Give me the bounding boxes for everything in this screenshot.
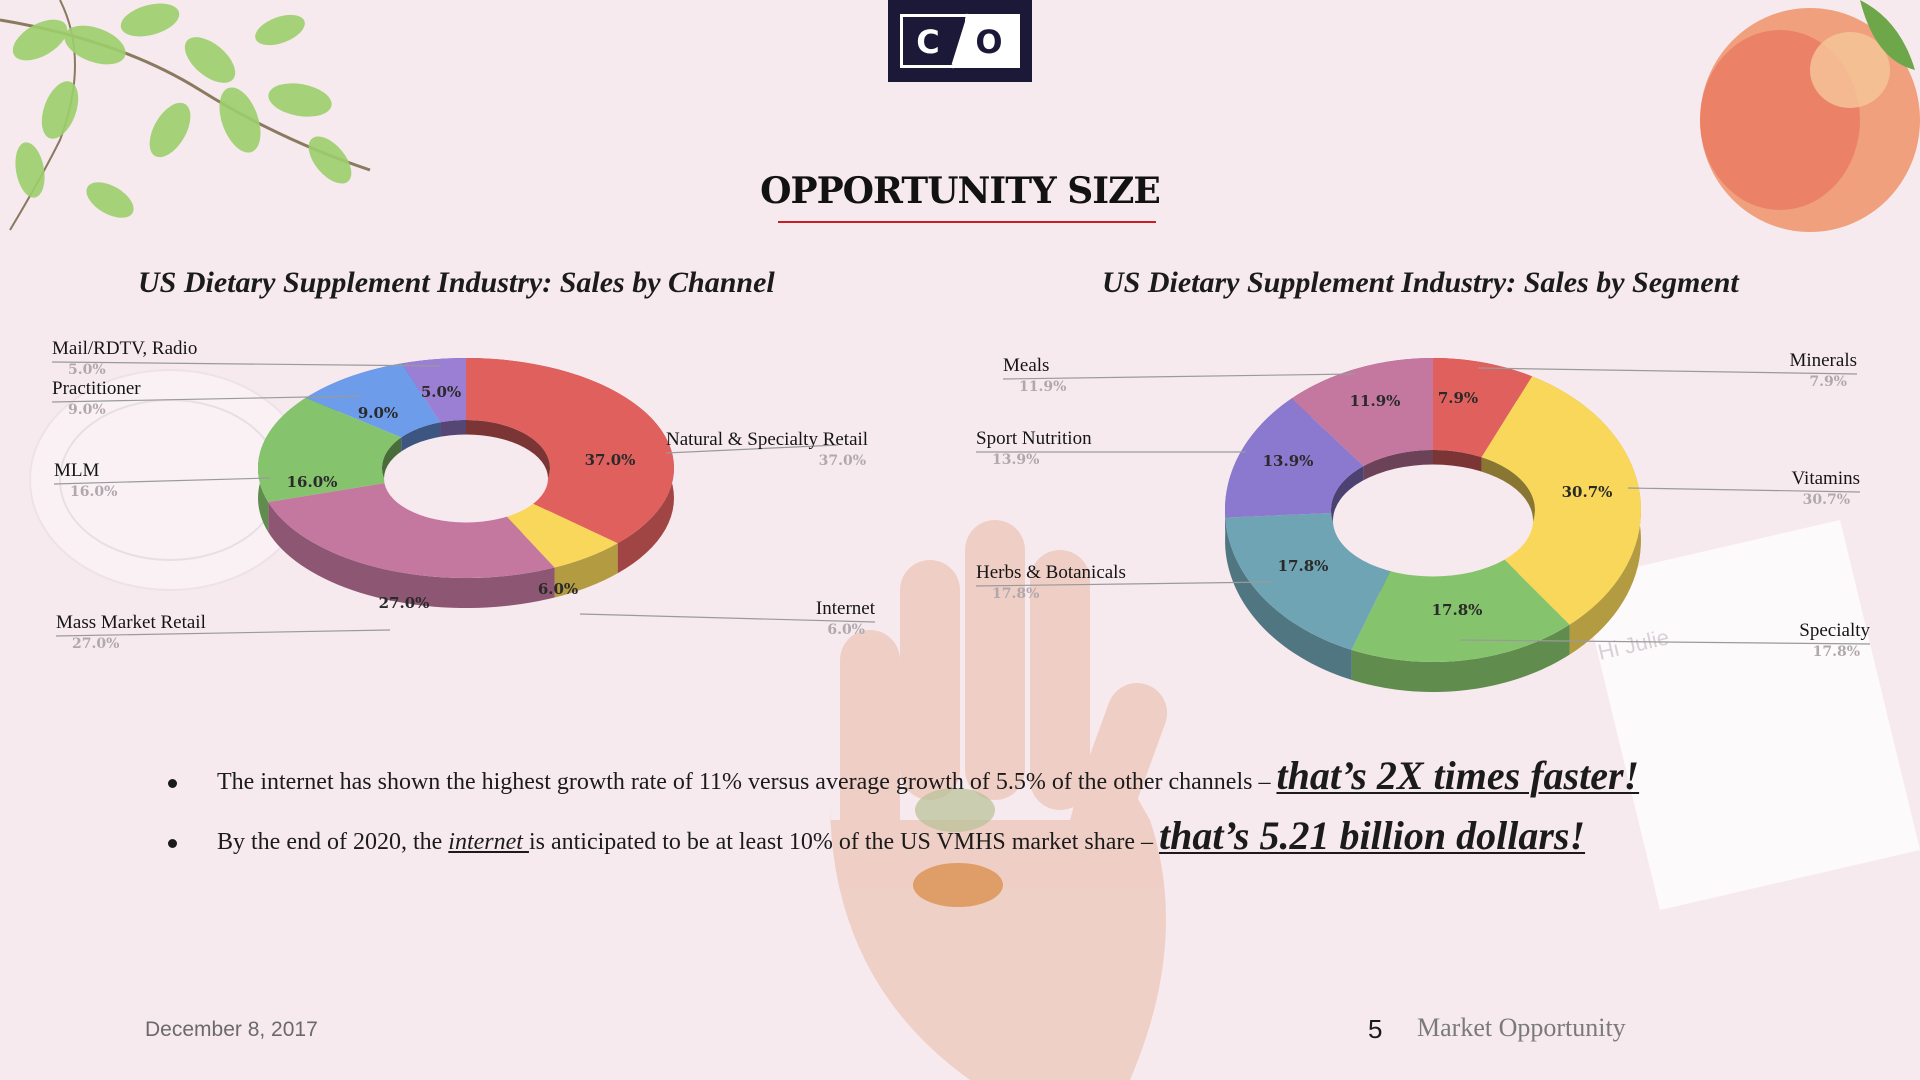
- slice-value-label: 17.8%: [1278, 557, 1329, 575]
- peach-decoration: [1700, 0, 1920, 232]
- page-title: OPPORTUNITY SIZE: [760, 170, 1161, 212]
- leader-line: [1002, 373, 1356, 380]
- slice-category-value: 13.9%: [992, 452, 1039, 468]
- slice-category-label: Natural & Specialty Retail: [666, 429, 868, 450]
- donut-hole: [384, 434, 548, 523]
- slice-wall: [1351, 624, 1570, 692]
- leader-line: [1627, 487, 1861, 493]
- slice-category-label: Mass Market Retail: [56, 612, 206, 633]
- donut-slice: [1291, 358, 1433, 467]
- slice-value-label: 30.7%: [1562, 483, 1613, 501]
- leaves-decoration: [0, 0, 371, 231]
- slice-wall: [554, 543, 618, 598]
- leader-line: [665, 444, 839, 454]
- slice-wall: [1225, 517, 1352, 680]
- slice-category-label: Herbs & Botanicals: [976, 562, 1126, 583]
- donut-slice: [1433, 358, 1533, 458]
- slice-category-value: 5.0%: [68, 362, 106, 378]
- donut-slice: [501, 500, 618, 568]
- donut-slice: [1224, 398, 1364, 518]
- footer-section: Market Opportunity: [1417, 1013, 1626, 1042]
- logo-left-letter: C: [916, 23, 939, 61]
- slice-value-label: 6.0%: [538, 580, 578, 598]
- slice-category-value: 7.9%: [1809, 374, 1847, 390]
- donut-slice: [1351, 555, 1570, 663]
- donut-slice: [305, 363, 441, 438]
- slice-category-label: Minerals: [1789, 350, 1857, 371]
- leader-line: [51, 395, 361, 403]
- title-underline: [778, 221, 1156, 223]
- logo-right-letter: O: [975, 23, 1002, 61]
- slice-value-label: 11.9%: [1350, 392, 1401, 410]
- slice-value-label: 7.9%: [1438, 389, 1478, 407]
- donut-slice: [401, 358, 466, 423]
- donut-charts: 37.0% 6.0% 27.0% 16.0% 9.0% 5.0% Natural & Spe…: [51, 338, 1871, 692]
- leader-line: [1459, 639, 1871, 645]
- footer-date: December 8, 2017: [145, 1018, 318, 1041]
- internet-link-text: internet: [448, 829, 529, 855]
- donut-slice: [268, 482, 555, 578]
- slice-category-value: 9.0%: [68, 402, 106, 418]
- bullet-item: By the end of 2020, the internet is anti…: [168, 812, 1585, 859]
- slice-value-label: 9.0%: [358, 404, 398, 422]
- bullet-emphasis: that’s 2X times faster!: [1276, 753, 1640, 798]
- slice-category-value: 27.0%: [72, 636, 119, 652]
- bullet-marker: [168, 778, 177, 788]
- leader-line: [579, 613, 876, 623]
- slice-value-label: 13.9%: [1263, 452, 1314, 470]
- slice-value-label: 17.8%: [1432, 601, 1483, 619]
- donut-slice: [258, 397, 402, 502]
- leader-line: [53, 477, 271, 485]
- bullet-marker: [168, 838, 177, 848]
- slice-category-value: 37.0%: [819, 453, 866, 469]
- bullet-text: By the end of 2020, the: [217, 829, 449, 855]
- segment-chart-title: US Dietary Supplement Industry: Sales by…: [1102, 266, 1739, 299]
- donut-slice: [466, 358, 674, 544]
- slice-value-label: 5.0%: [421, 383, 461, 401]
- slice-category-label: Practitioner: [52, 378, 141, 399]
- slice-category-value: 11.9%: [1019, 379, 1066, 395]
- donut-hole: [1333, 464, 1533, 577]
- leader-line: [55, 629, 391, 637]
- slice-category-label: Meals: [1003, 355, 1049, 376]
- slice-value-label: 27.0%: [379, 594, 430, 612]
- leader-line: [1477, 367, 1858, 375]
- slice-category-label: Vitamins: [1791, 468, 1860, 489]
- bullet-emphasis: that’s 5.21 billion dollars!: [1159, 813, 1586, 858]
- slice-category-label: Sport Nutrition: [976, 428, 1092, 449]
- hand-decoration: [830, 520, 1168, 1080]
- bullet-item: The internet has shown the highest growt…: [168, 752, 1639, 799]
- bullet-text-after: is anticipated to be at least 10% of the…: [528, 829, 1160, 855]
- bullet-text: The internet has shown the highest growt…: [217, 769, 1277, 795]
- slice-category-value: 17.8%: [1813, 644, 1860, 660]
- slice-value-label: 16.0%: [287, 473, 338, 491]
- donut-slice: [1481, 376, 1642, 625]
- leader-line: [975, 581, 1273, 587]
- donut-chart-2: 7.9% 30.7% 17.8% 17.8% 13.9% 11.9% Minerals 7.9…: [975, 350, 1871, 692]
- slice-category-label: Mail/RDTV, Radio: [52, 338, 197, 359]
- packet-decoration: Hi Julie: [1580, 520, 1920, 910]
- brand-logo: C O: [888, 0, 1032, 82]
- slice-category-label: Internet: [816, 598, 876, 619]
- page-number: 5: [1368, 1014, 1383, 1044]
- leader-line: [51, 361, 441, 367]
- slice-category-value: 30.7%: [1803, 492, 1850, 508]
- slice-wall: [268, 501, 555, 608]
- slice-category-label: MLM: [54, 460, 100, 481]
- slice-category-value: 16.0%: [70, 484, 117, 500]
- slice-value-label: 37.0%: [585, 451, 636, 469]
- slice-category-value: 17.8%: [992, 586, 1039, 602]
- slice-category-label: Specialty: [1799, 620, 1870, 641]
- channel-chart-title: US Dietary Supplement Industry: Sales by…: [138, 266, 775, 299]
- logo-letters: C O: [903, 16, 1017, 66]
- donut-chart-1: 37.0% 6.0% 27.0% 16.0% 9.0% 5.0% Natural & Spe…: [51, 338, 876, 652]
- slice-category-value: 6.0%: [827, 622, 865, 638]
